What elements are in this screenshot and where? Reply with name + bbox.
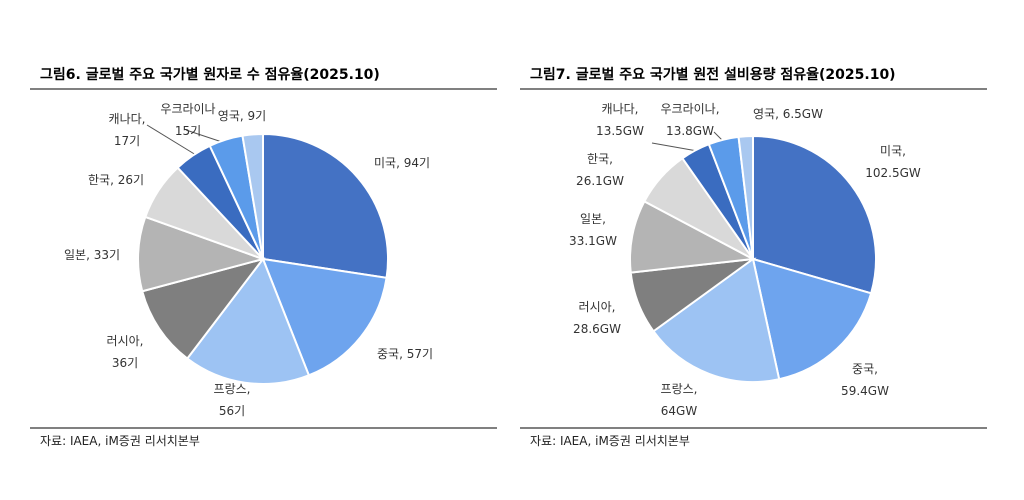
data-label: 한국, 26.1GW [576,152,624,188]
data-label: 일본, 33기 [63,248,121,262]
data-label: 영국, 9기 [217,109,267,123]
pie-slice [261,257,388,377]
data-label: 프랑스, 64GW [660,382,698,418]
data-label: 중국, 57기 [376,347,434,361]
pie-slice [652,257,781,383]
data-label: 우크라이나 15기 [160,102,216,138]
source: 자료: IAEA, iM증권 리서치본부 [530,434,690,448]
chart-title: 그림6. 글로벌 주요 국가별 원자로 수 점유율(2025.10) [40,67,380,83]
data-label: 한국, 26기 [87,173,145,187]
data-label: 영국, 6.5GW [753,107,823,121]
data-label: 캐나다, 13.5GW [596,102,644,138]
pie-slice [751,257,873,381]
data-label: 중국, 59.4GW [841,362,889,398]
data-label: 프랑스, 56기 [213,382,251,418]
pie-slice [737,134,754,260]
pie-slice [262,132,389,279]
data-label: 러시아, 28.6GW [573,300,621,336]
data-label: 우크라이나, 13.8GW [660,102,720,138]
leader-line [146,124,197,156]
chart-title: 그림7. 글로벌 주요 국가별 원전 설비용량 점유율(2025.10) [530,67,896,83]
pie-slice [137,215,267,293]
pie-slice [752,134,877,295]
data-label: 미국, 102.5GW [865,144,921,180]
leader-line [713,131,723,141]
data-label: 일본, 33.1GW [569,212,617,248]
source: 자료: IAEA, iM증권 리서치본부 [40,434,200,448]
data-label: 러시아, 36기 [106,334,144,370]
data-label: 미국, 94기 [373,156,431,170]
leader-line [185,129,223,143]
pie-slice [185,256,311,385]
pie-slice [241,132,264,260]
data-label: 캐나다, 17기 [108,112,146,148]
